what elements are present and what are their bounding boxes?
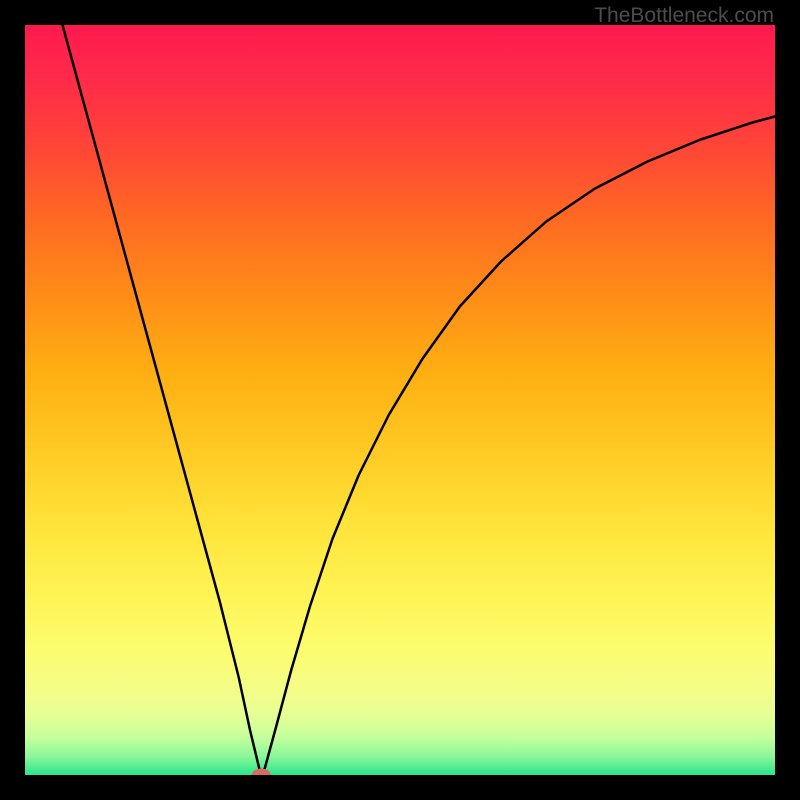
chart-container: TheBottleneck.com [0, 0, 800, 800]
bottleneck-chart [0, 0, 800, 800]
plot-background [25, 25, 775, 775]
